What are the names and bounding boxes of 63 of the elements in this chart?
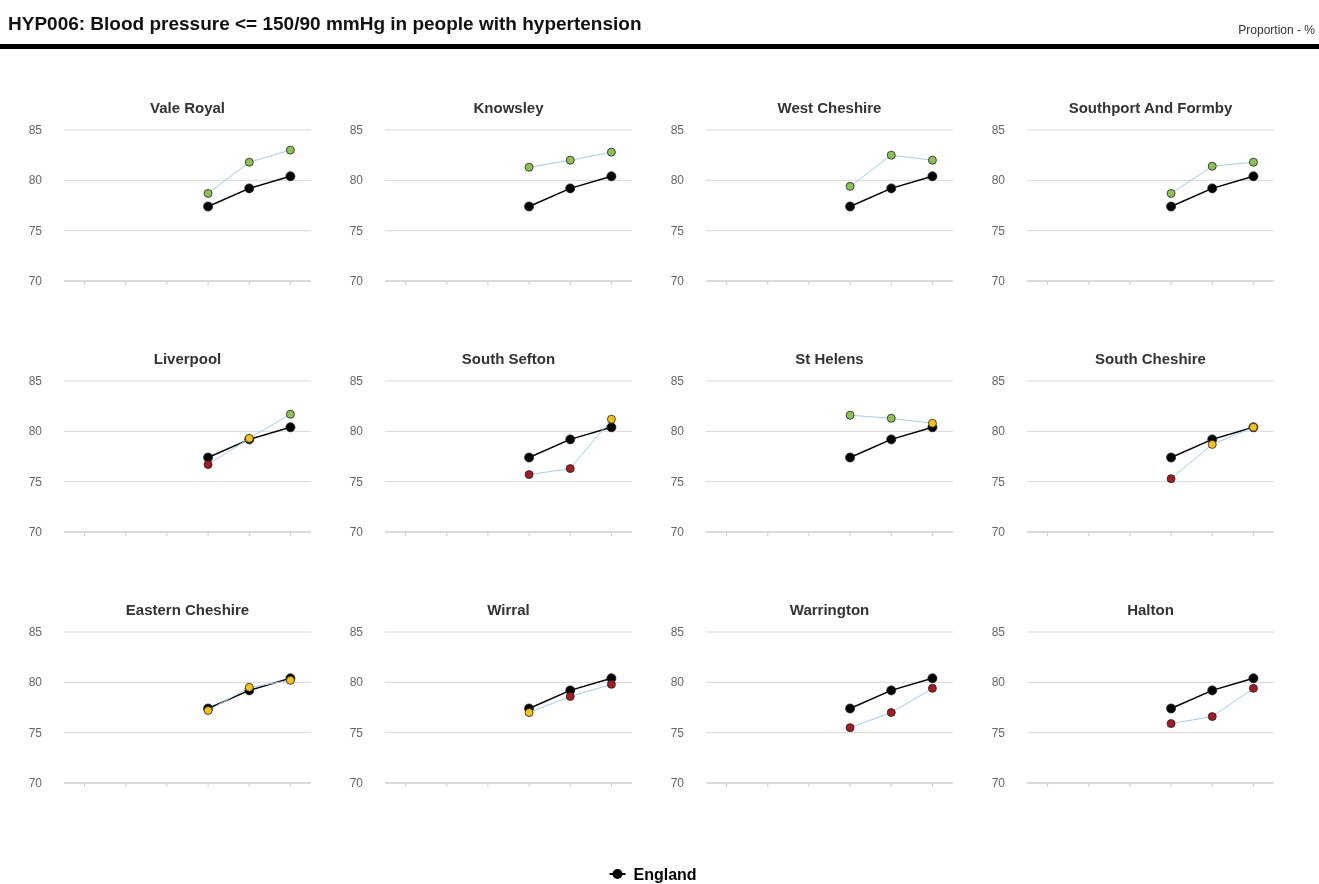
chart-title: Vale Royal [149,99,226,116]
y-tick-label: 70 [991,776,1006,790]
chart-title: Southport And Formby [1068,99,1233,116]
y-tick-label: 70 [670,274,685,288]
y-tick-label: 70 [670,776,685,790]
y-tick-label: 80 [670,424,685,439]
chart-title: South Sefton [461,350,556,367]
y-tick-label: 75 [670,223,685,238]
legend-label: England [633,866,697,883]
y-tick-label: 75 [28,223,43,238]
y-tick-label: 80 [991,675,1006,690]
text: Proportion - % [1238,23,1316,37]
y-tick-label: 70 [991,525,1006,539]
y-tick-label: 75 [349,223,364,238]
y-tick-label: 80 [991,424,1006,439]
y-tick-label: 70 [991,274,1006,288]
y-tick-label: 75 [991,725,1006,740]
chart-title: West Cheshire [777,99,882,116]
y-tick-label: 75 [670,474,685,489]
y-tick-label: 70 [670,525,685,539]
chart-title: St Helens [795,350,864,367]
y-tick-label: 70 [28,525,43,539]
y-tick-label: 85 [349,123,364,137]
chart-title: Wirral [487,601,530,618]
y-tick-label: 85 [349,374,364,388]
y-tick-label: 85 [991,374,1006,388]
chart-title: Liverpool [153,350,222,367]
y-tick-label: 75 [991,223,1006,238]
y-tick-label: 80 [670,675,685,690]
y-tick-label: 85 [349,625,364,639]
y-tick-label: 80 [991,173,1006,188]
chart-title: Knowsley [473,99,545,116]
y-tick-label: 80 [28,675,43,690]
y-tick-label: 80 [28,424,43,439]
y-tick-label: 75 [670,725,685,740]
y-tick-label: 70 [349,776,364,790]
y-tick-label: 75 [28,474,43,489]
y-tick-label: 75 [349,725,364,740]
chart-title: Halton [1127,601,1174,618]
y-tick-label: 80 [349,173,364,188]
chart-title: Eastern Cheshire [125,601,250,618]
y-tick-label: 85 [991,123,1006,137]
y-tick-label: 70 [28,274,43,288]
y-tick-label: 80 [670,173,685,188]
y-tick-label: 70 [28,776,43,790]
chart-title: South Cheshire [1095,350,1206,367]
y-tick-label: 70 [349,525,364,539]
y-tick-label: 85 [670,123,685,137]
y-tick-label: 85 [28,123,43,137]
y-tick-label: 85 [28,625,43,639]
y-tick-label: 85 [28,374,43,388]
y-tick-label: 80 [28,173,43,188]
chart-title: Warrington [789,601,870,618]
y-tick-label: 70 [349,274,364,288]
text: HYP006: Blood pressure <= 150/90 mmHg in people with hypertension [8,13,642,34]
y-tick-label: 80 [349,424,364,439]
y-tick-label: 75 [349,474,364,489]
y-tick-label: 75 [991,474,1006,489]
y-tick-label: 85 [670,374,685,388]
y-tick-label: 75 [28,725,43,740]
y-tick-label: 80 [349,675,364,690]
y-tick-label: 85 [670,625,685,639]
y-tick-label: 85 [991,625,1006,639]
